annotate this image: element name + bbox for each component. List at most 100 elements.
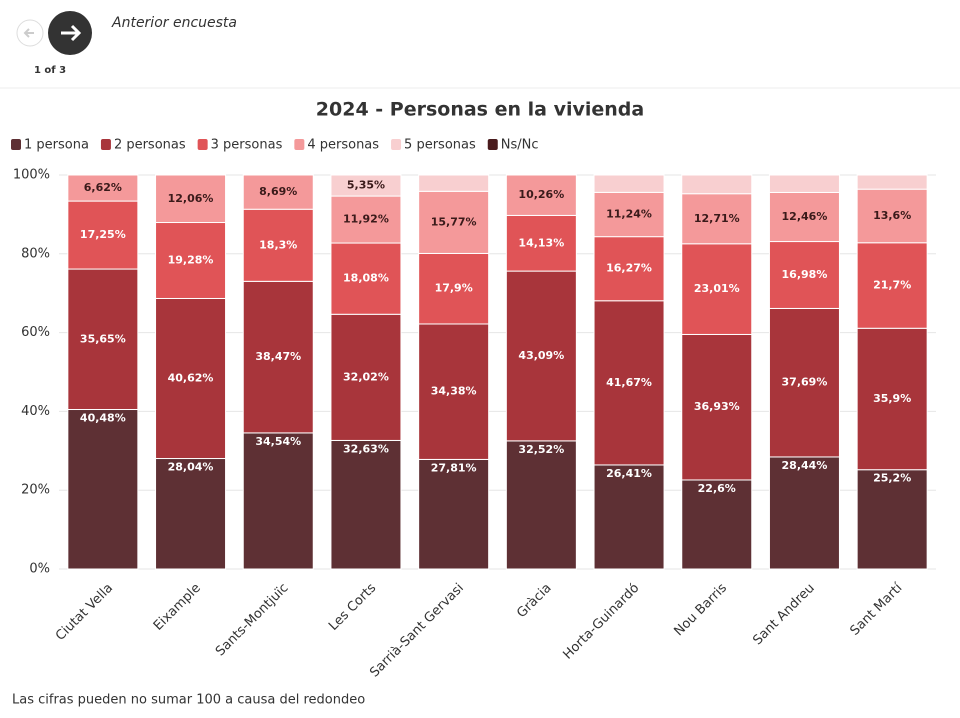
bar-segment	[330, 313, 402, 441]
x-tick-label: Horta-Guinardó	[560, 581, 642, 663]
x-tick-label: Sant Martí	[848, 580, 906, 638]
bar-segment	[593, 174, 665, 193]
data-label: 17,9%	[435, 282, 473, 295]
bar-segment	[768, 307, 840, 458]
bar-segment	[593, 300, 665, 466]
bar-segment	[856, 469, 928, 570]
legend-label: 2 personas	[114, 138, 186, 153]
data-label: 18,3%	[259, 238, 297, 251]
data-label: 41,67%	[606, 376, 652, 389]
bar-segment	[768, 191, 840, 243]
bar-segment	[856, 242, 928, 329]
y-tick-label: 80%	[21, 246, 50, 261]
bar-segment	[681, 193, 753, 245]
data-label: 43,09%	[518, 349, 564, 362]
data-label: 35,9%	[873, 392, 911, 405]
legend-label: 4 personas	[307, 138, 379, 153]
bar-segment	[155, 458, 227, 570]
data-label: 12,06%	[168, 192, 214, 205]
data-label: 22,6%	[698, 482, 736, 495]
bar-segment	[67, 200, 139, 270]
data-label: 10,26%	[518, 188, 564, 201]
data-label: 15,77%	[431, 215, 477, 228]
data-label: 40,48%	[80, 412, 126, 425]
legend-swatch	[487, 139, 498, 150]
legend-swatch	[11, 139, 21, 150]
bar-segment	[505, 174, 577, 216]
bar-segment	[155, 297, 227, 460]
bar-segment	[330, 195, 402, 244]
next-icon	[61, 24, 82, 42]
bar-segment	[67, 174, 139, 202]
bar-segment	[242, 432, 314, 570]
bar-segment	[768, 174, 840, 193]
x-tick-label: Nou Barris	[672, 581, 731, 640]
bar-segment	[856, 188, 928, 244]
bar-segment	[418, 252, 490, 325]
data-label: 26,41%	[606, 467, 652, 480]
data-label: 34,54%	[255, 435, 301, 448]
data-label: 23,01%	[694, 282, 740, 295]
data-label: 16,27%	[606, 262, 652, 275]
y-tick-label: 20%	[21, 483, 50, 498]
bar-segment	[155, 174, 227, 224]
data-label: 37,69%	[782, 376, 828, 389]
x-tick-label: Eixample	[151, 581, 204, 634]
bar-segment	[330, 242, 402, 315]
legend-swatch	[197, 139, 208, 150]
prev-icon	[23, 28, 34, 38]
data-label: 16,98%	[782, 268, 828, 281]
data-label: 17,25%	[80, 228, 126, 241]
legend-swatch	[100, 139, 111, 150]
bar-segment	[768, 241, 840, 309]
legend-swatch	[391, 139, 402, 150]
data-label: 32,63%	[343, 442, 389, 455]
data-label: 21,7%	[873, 279, 911, 292]
legend-label: 1 persona	[24, 138, 89, 153]
legend-label: 3 personas	[211, 138, 283, 153]
data-label: 32,02%	[343, 370, 389, 383]
bar-segment	[155, 222, 227, 299]
prev-survey-link[interactable]: Anterior encuesta	[111, 15, 237, 31]
legend-swatch	[294, 139, 305, 150]
bar-segment	[418, 174, 490, 192]
footnote: Las cifras pueden no sumar 100 a causa d…	[12, 693, 365, 708]
bar-segment	[242, 174, 314, 210]
data-label: 11,92%	[343, 213, 389, 226]
bar-segment	[593, 236, 665, 302]
bar-segment	[330, 174, 402, 197]
bar-segment	[242, 280, 314, 434]
data-label: 38,47%	[255, 350, 301, 363]
data-label: 36,93%	[694, 400, 740, 413]
bar-segment	[681, 333, 753, 481]
bar-segment	[856, 327, 928, 471]
bar-segment	[418, 458, 490, 570]
data-label: 34,38%	[431, 385, 477, 398]
data-label: 11,24%	[606, 208, 652, 221]
x-tick-label: Sant Andreu	[750, 581, 817, 648]
data-label: 27,81%	[431, 461, 477, 474]
bar-segment	[242, 208, 314, 282]
y-tick-label: 0%	[29, 562, 50, 577]
x-tick-label: Gràcia	[514, 581, 554, 621]
bar-segment	[330, 439, 402, 570]
data-label: 32,52%	[518, 443, 564, 456]
bar-segment	[505, 440, 577, 570]
data-label: 40,62%	[168, 372, 214, 385]
data-label: 12,71%	[694, 212, 740, 225]
y-tick-label: 60%	[21, 325, 50, 340]
bar-segment	[67, 268, 139, 411]
data-label: 8,69%	[259, 185, 297, 198]
x-tick-label: Les Corts	[326, 581, 379, 634]
y-tick-label: 40%	[21, 404, 50, 419]
bar-segment	[593, 464, 665, 570]
data-label: 28,44%	[782, 459, 828, 472]
legend-label: 5 personas	[404, 138, 476, 153]
x-tick-label: Sants-Montjuïc	[213, 581, 292, 660]
data-label: 18,08%	[343, 272, 389, 285]
data-label: 35,65%	[80, 332, 126, 345]
bar-segment	[856, 174, 928, 190]
data-label: 28,04%	[168, 461, 214, 474]
data-label: 13,6%	[873, 209, 911, 222]
legend-label: Ns/Nc	[501, 138, 539, 153]
